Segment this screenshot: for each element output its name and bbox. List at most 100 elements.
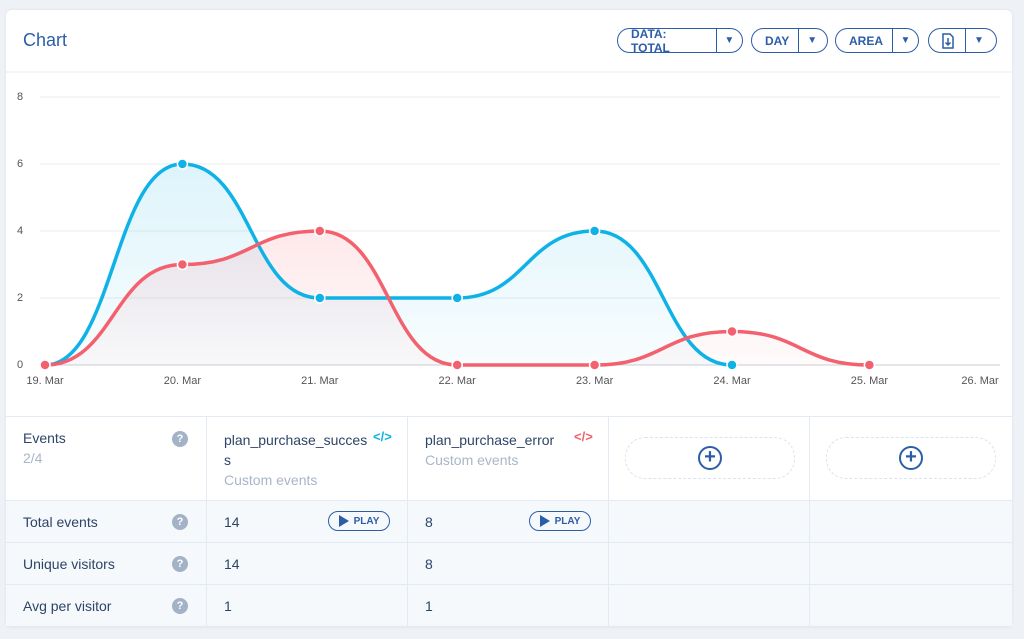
x-tick-label: 21. Mar — [301, 375, 339, 387]
type-label: AREA — [836, 29, 894, 52]
value-cell: 1 — [408, 585, 609, 626]
data-point — [314, 225, 326, 237]
events-label: Events — [23, 430, 66, 446]
interval-dropdown[interactable]: DAY ▼ — [751, 28, 828, 53]
data-point — [863, 359, 876, 371]
table-header: Events 2/4 ? plan_purchase_success Custo… — [6, 417, 1012, 501]
help-icon[interactable]: ? — [172, 598, 188, 614]
row-label-cell: Total events? — [6, 501, 207, 542]
empty-cell — [810, 543, 1011, 584]
x-tick-label: 19. Mar — [26, 375, 64, 387]
play-label: PLAY — [353, 515, 380, 527]
row-label: Total events — [23, 514, 98, 530]
value-cell: 14 PLAY — [207, 501, 408, 542]
value: 14 — [224, 514, 240, 530]
empty-cell — [609, 501, 810, 542]
empty-slot: + — [810, 417, 1011, 500]
x-tick-label: 20. Mar — [164, 375, 202, 387]
row-label-cell: Avg per visitor? — [6, 585, 207, 626]
series-kind: Custom events — [425, 452, 519, 468]
x-tick-label: 23. Mar — [576, 375, 614, 387]
row-label-cell: Unique visitors? — [6, 543, 207, 584]
help-icon[interactable]: ? — [172, 556, 188, 572]
play-button[interactable]: PLAY — [529, 511, 591, 531]
value: 8 — [425, 556, 433, 572]
interval-label: DAY — [752, 29, 800, 52]
help-icon[interactable]: ? — [172, 431, 188, 447]
data-label: DATA: TOTAL — [618, 27, 717, 55]
download-icon — [942, 32, 954, 49]
data-point — [451, 359, 463, 371]
data-point — [451, 292, 463, 304]
value-cell: 14 — [207, 543, 408, 584]
data-point — [588, 225, 601, 237]
plus-icon: + — [899, 446, 923, 470]
play-icon — [539, 515, 550, 527]
table-row: Unique visitors? 14 8 — [6, 543, 1012, 585]
plus-icon: + — [698, 446, 722, 470]
empty-cell — [810, 585, 1011, 626]
events-table: Events 2/4 ? plan_purchase_success Custo… — [6, 416, 1012, 627]
data-point — [176, 258, 189, 271]
x-tick-label: 26. Mar — [961, 375, 999, 387]
series-name: plan_purchase_error — [425, 432, 555, 448]
data-point — [314, 292, 326, 304]
empty-slot: + — [609, 417, 810, 500]
series-cell: plan_purchase_success Custom events </> — [207, 417, 408, 500]
caret: ▼ — [807, 35, 818, 46]
row-label: Avg per visitor — [23, 598, 112, 614]
series-kind: Custom events — [224, 472, 318, 488]
type-dropdown[interactable]: AREA ▼ — [835, 28, 919, 53]
play-label: PLAY — [554, 515, 581, 527]
value-cell: 1 — [207, 585, 408, 626]
area-fill — [45, 231, 870, 365]
table-body: Total events? 14 PLAY 8 PLAY Unique visitors?… — [6, 501, 1012, 627]
x-tick-label: 25. Mar — [851, 375, 889, 387]
help-icon[interactable]: ? — [172, 514, 188, 530]
export-icon — [929, 29, 966, 52]
data-point — [39, 359, 51, 371]
y-tick-label: 4 — [17, 225, 23, 237]
chart-title: Chart — [23, 30, 67, 50]
data-dropdown[interactable]: DATA: TOTAL ▼ — [617, 27, 743, 55]
x-tick-label: 24. Mar — [713, 375, 751, 387]
x-tick-label: 22. Mar — [439, 375, 477, 387]
series-cell: plan_purchase_error Custom events </> — [408, 417, 609, 500]
row-label: Unique visitors — [23, 556, 115, 572]
empty-cell — [609, 543, 810, 584]
y-tick-label: 8 — [17, 91, 23, 103]
value-cell: 8 PLAY — [408, 501, 609, 542]
events-count: 2/4 — [23, 450, 43, 466]
data-point — [726, 325, 738, 338]
empty-cell — [810, 501, 1011, 542]
export-dropdown[interactable]: ▼ — [928, 28, 997, 53]
data-point — [726, 359, 738, 371]
code-icon: </> — [373, 429, 392, 444]
caret: ▼ — [974, 35, 984, 46]
series-name: plan_purchase_success — [224, 432, 368, 468]
data-point — [588, 359, 601, 371]
table-row: Avg per visitor? 1 1 — [6, 585, 1012, 627]
value: 1 — [224, 598, 232, 614]
y-tick-label: 0 — [17, 359, 23, 371]
table-row: Total events? 14 PLAY 8 PLAY — [6, 501, 1012, 543]
series-line — [44, 162, 733, 367]
add-event[interactable]: + — [826, 437, 996, 479]
play-icon — [338, 515, 349, 527]
code-icon: </> — [574, 429, 593, 444]
empty-cell — [609, 585, 810, 626]
y-tick-label: 2 — [17, 292, 23, 304]
value: 8 — [425, 514, 433, 530]
caret: ▼ — [900, 35, 911, 46]
value-cell: 8 — [408, 543, 609, 584]
add-event[interactable]: + — [625, 437, 795, 479]
play-button[interactable]: PLAY — [328, 511, 390, 531]
y-tick-label: 6 — [17, 158, 23, 170]
data-point — [176, 158, 189, 170]
events-cell: Events 2/4 ? — [6, 417, 207, 500]
value: 14 — [224, 556, 240, 572]
caret: ▼ — [724, 35, 735, 46]
value: 1 — [425, 598, 433, 614]
